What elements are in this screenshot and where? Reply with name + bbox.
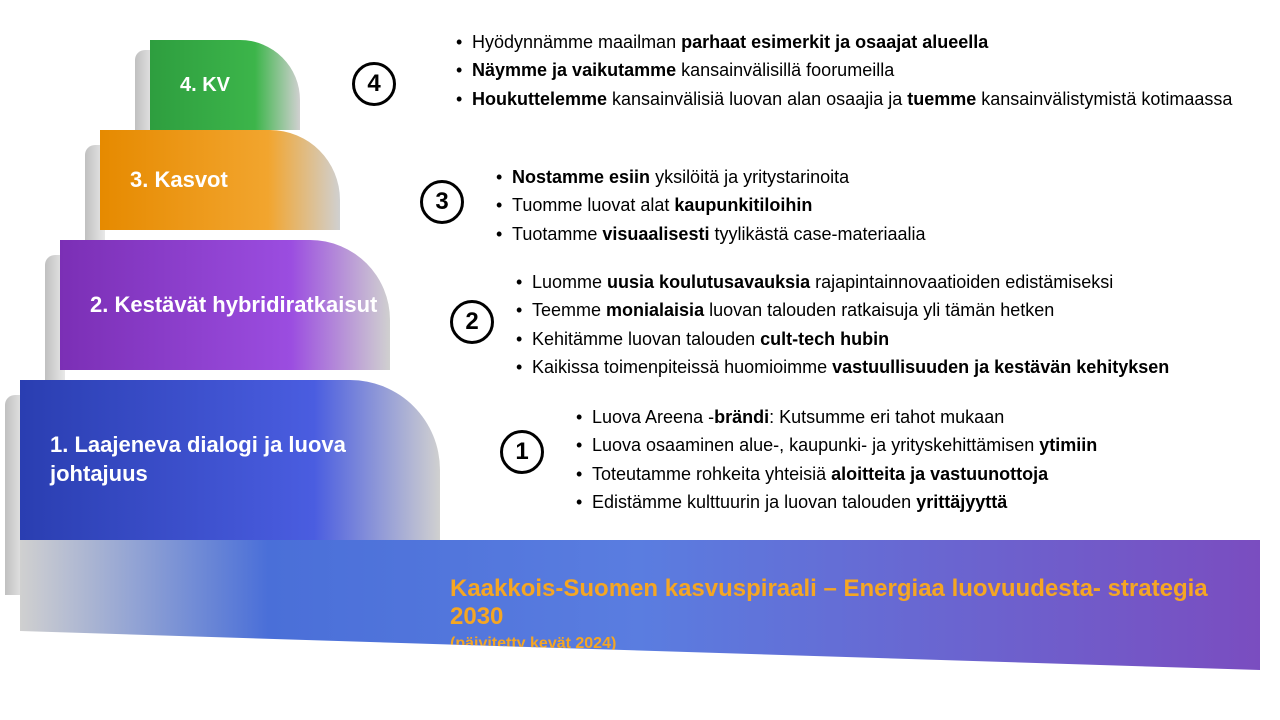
ribbon-label-4: 4. KV <box>180 74 230 97</box>
bullet-item: Teemme monialaisia luovan talouden ratka… <box>510 298 1260 322</box>
ribbon-level-2: 2. Kestävät hybridiratkaisut <box>60 240 390 370</box>
bullet-item: Houkuttelemme kansainvälisiä luovan alan… <box>450 87 1250 111</box>
ribbon-level-4: 4. KV <box>150 40 300 130</box>
bullet-item: Kehitämme luovan talouden cult-tech hubi… <box>510 327 1260 351</box>
strategy-subtitle: (päivitetty kevät 2024) <box>450 635 1260 653</box>
ribbon-level-1: 1. Laajeneva dialogi ja luova johtajuus <box>20 380 440 540</box>
bullet-item: Hyödynnämme maailman parhaat esimerkit j… <box>450 30 1250 54</box>
level-circle-4: 4 <box>352 62 396 106</box>
bullet-item: Edistämme kulttuurin ja luovan talouden … <box>570 490 1270 514</box>
level-circle-1: 1 <box>500 430 544 474</box>
bullets-level-4: Hyödynnämme maailman parhaat esimerkit j… <box>450 30 1250 115</box>
level-num-3: 3 <box>435 188 448 216</box>
bullets-level-2: Luomme uusia koulutusavauksia rajapintai… <box>510 270 1260 383</box>
bullet-item: Luova osaaminen alue-, kaupunki- ja yrit… <box>570 433 1270 457</box>
ribbon-label-3: 3. Kasvot <box>130 167 228 193</box>
bullet-item: Luova Areena -brändi: Kutsumme eri tahot… <box>570 405 1270 429</box>
ribbon-label-2: 2. Kestävät hybridiratkaisut <box>90 291 377 320</box>
level-num-4: 4 <box>367 70 380 98</box>
bullet-item: Näymme ja vaikutamme kansainvälisillä fo… <box>450 58 1250 82</box>
bullets-level-1: Luova Areena -brändi: Kutsumme eri tahot… <box>570 405 1270 518</box>
bullet-item: Tuomme luovat alat kaupunkitiloihin <box>490 193 1250 217</box>
level-circle-3: 3 <box>420 180 464 224</box>
ribbon-label-1: 1. Laajeneva dialogi ja luova johtajuus <box>50 431 440 488</box>
level-circle-2: 2 <box>450 300 494 344</box>
strategy-title: Kaakkois-Suomen kasvuspiraali – Energiaa… <box>450 575 1260 631</box>
level-num-1: 1 <box>515 438 528 466</box>
bullet-item: Tuotamme visuaalisesti tyylikästä case-m… <box>490 222 1250 246</box>
bullet-item: Kaikissa toimenpiteissä huomioimme vastu… <box>510 355 1260 379</box>
bullet-item: Luomme uusia koulutusavauksia rajapintai… <box>510 270 1260 294</box>
bullets-level-3: Nostamme esiin yksilöitä ja yritystarino… <box>490 165 1250 250</box>
ribbon-level-3: 3. Kasvot <box>100 130 340 230</box>
bullet-item: Toteutamme rohkeita yhteisiä aloitteita … <box>570 462 1270 486</box>
level-num-2: 2 <box>465 308 478 336</box>
bullet-item: Nostamme esiin yksilöitä ja yritystarino… <box>490 165 1250 189</box>
